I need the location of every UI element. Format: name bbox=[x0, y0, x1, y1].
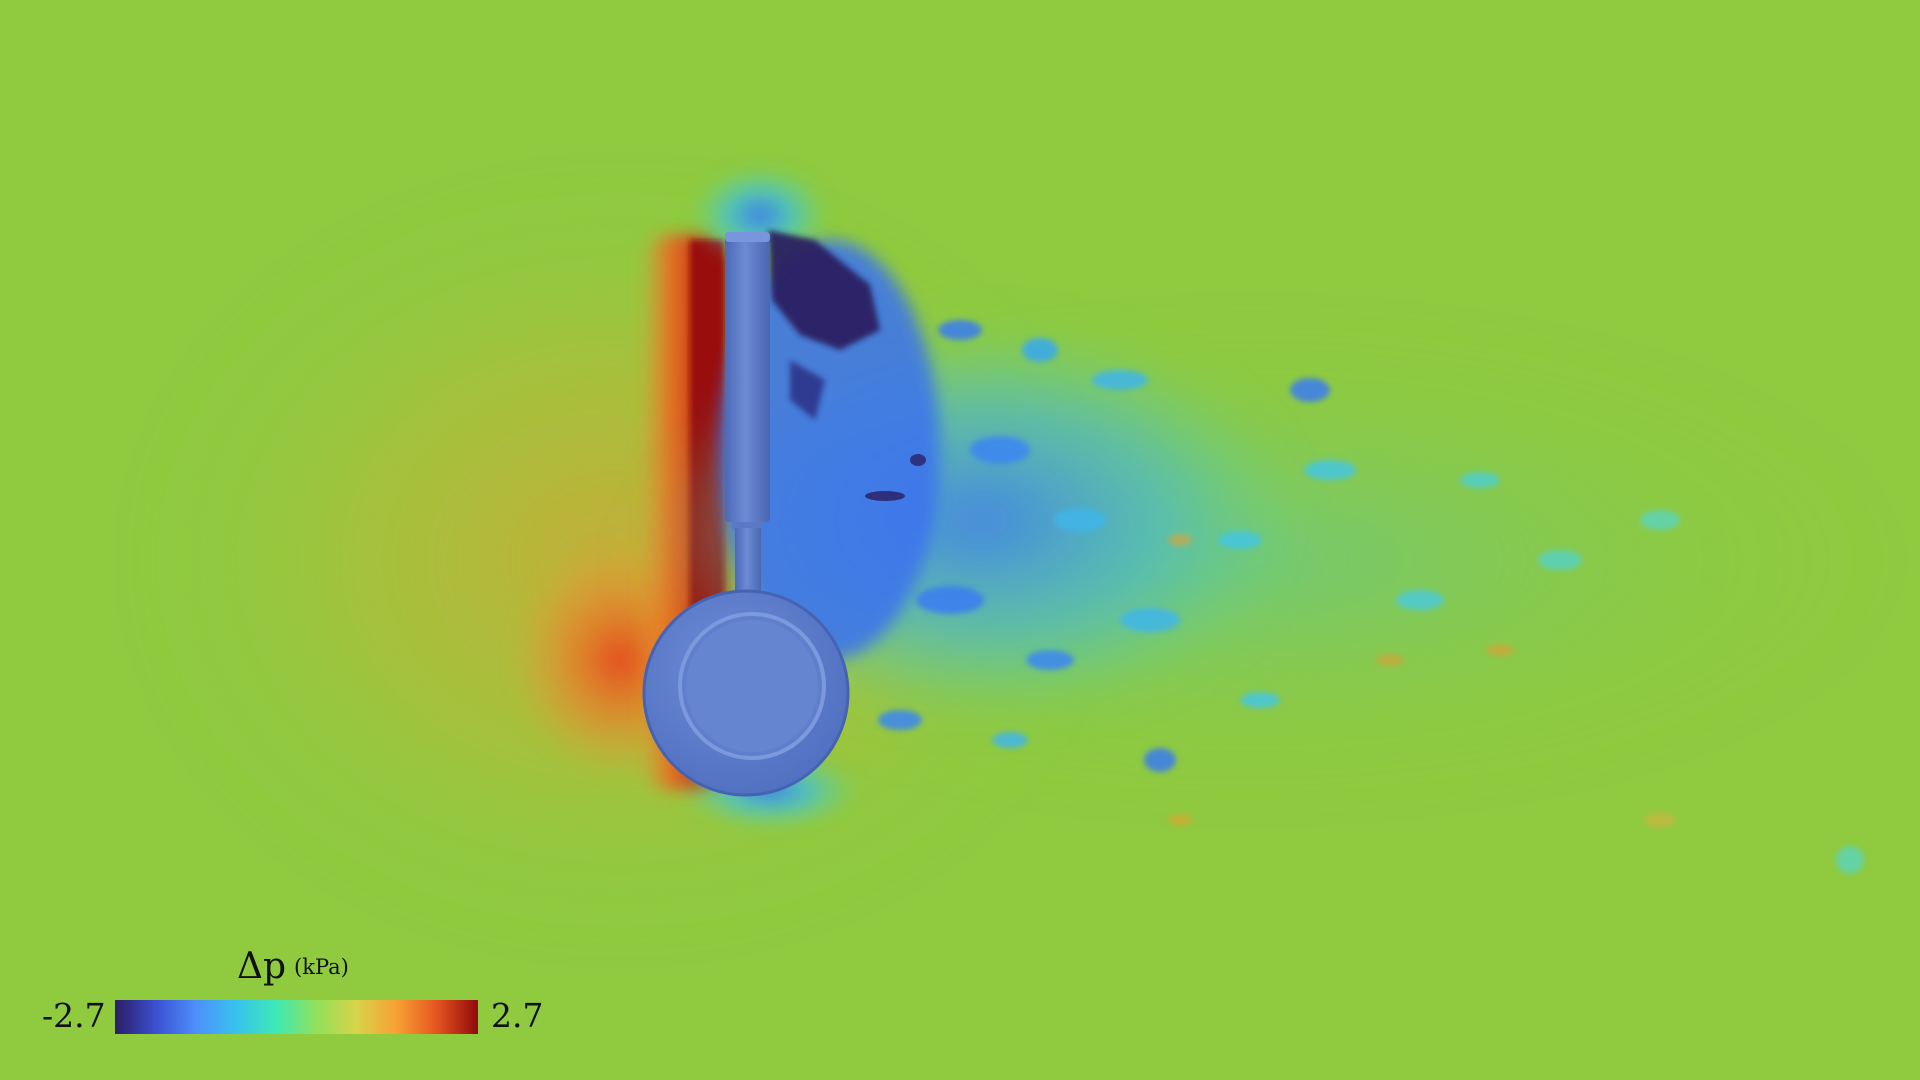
probe-upper-shaft bbox=[725, 232, 770, 522]
